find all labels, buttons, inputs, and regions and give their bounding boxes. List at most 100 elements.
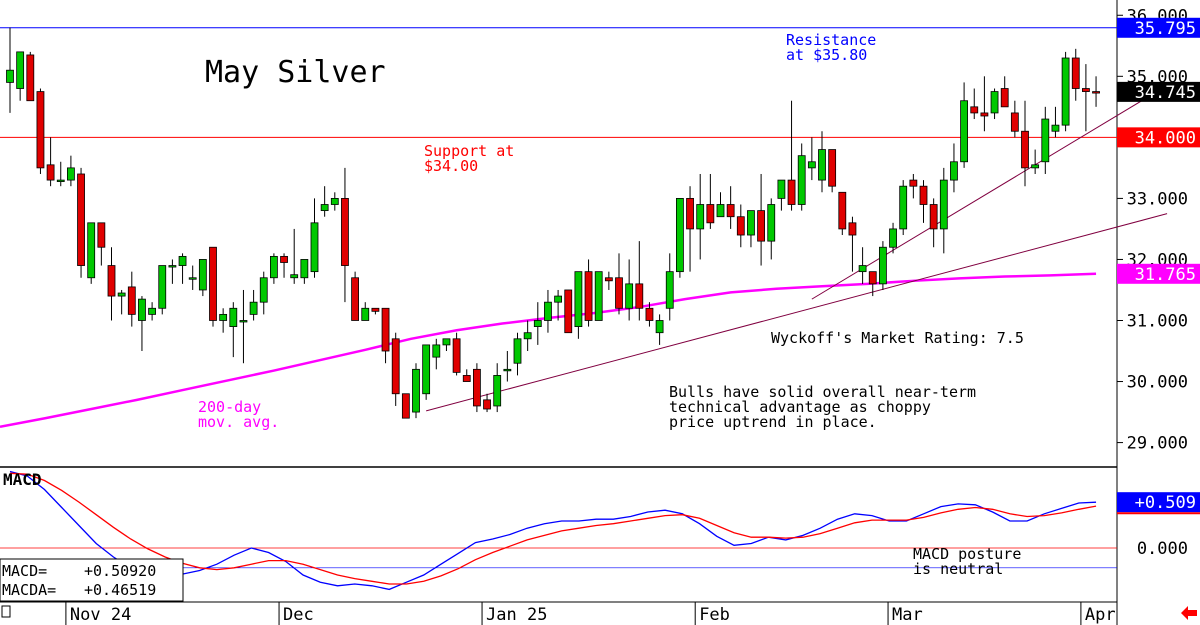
- candle: [472, 363, 481, 413]
- candle-body: [665, 271, 674, 309]
- candle: [635, 241, 644, 321]
- price-label-layer: 35.795 34.745 34.000 31.765: [1117, 17, 1200, 285]
- macd-y-tick-label: 0.000: [1137, 539, 1188, 559]
- candle: [26, 51, 35, 102]
- price-label-box: [1117, 263, 1200, 284]
- candle: [676, 197, 684, 278]
- candle-body: [341, 197, 349, 266]
- candle-body: [899, 185, 908, 230]
- candle: [117, 289, 126, 315]
- candle: [1031, 149, 1040, 174]
- candle-body: [1021, 130, 1029, 169]
- candle: [280, 253, 288, 278]
- candle-body: [97, 222, 106, 248]
- trendline-layer: [426, 85, 1168, 412]
- x-tick-label: Mar: [892, 605, 923, 625]
- candle: [960, 82, 968, 168]
- candle: [87, 222, 96, 284]
- candle: [188, 265, 197, 290]
- candle-body: [107, 265, 116, 297]
- candle-body: [391, 338, 400, 395]
- candle-body: [655, 320, 664, 334]
- x-tick-label: Jan 25: [486, 605, 547, 625]
- candle: [950, 143, 958, 193]
- candle: [838, 191, 847, 236]
- candle-body: [767, 204, 776, 242]
- candle-body: [868, 271, 877, 285]
- candle-body: [219, 313, 228, 321]
- candle-body: [1031, 164, 1040, 169]
- candle: [239, 289, 248, 364]
- macd-y-ticks: 0.000: [1137, 539, 1188, 559]
- candle: [46, 137, 55, 187]
- candle-body: [848, 222, 857, 236]
- candle-body: [87, 222, 96, 279]
- candle-body: [239, 320, 248, 323]
- candle: [127, 271, 136, 327]
- macd-series-macda: [9, 472, 1097, 585]
- candle-body: [625, 283, 634, 309]
- scroll-arrow-icon[interactable]: [1181, 606, 1197, 620]
- candle: [432, 338, 441, 370]
- candle-body: [544, 301, 552, 321]
- candle: [584, 259, 593, 327]
- candle: [371, 307, 380, 315]
- candle: [939, 167, 948, 254]
- candle: [828, 149, 837, 193]
- price-label-text: 31.765: [1135, 265, 1196, 285]
- candle-body: [960, 100, 968, 163]
- price-horizontal-lines: [0, 27, 1117, 138]
- candle: [929, 198, 938, 248]
- candle-body: [310, 222, 319, 273]
- candle-body: [412, 368, 420, 413]
- candle-body: [686, 197, 694, 230]
- candle-body: [604, 277, 613, 282]
- candle: [97, 222, 106, 266]
- macda-readout-label: MACDA=: [2, 581, 56, 599]
- candle-body: [401, 393, 410, 419]
- candle: [757, 173, 765, 266]
- candle-body: [1071, 57, 1080, 89]
- candle: [1061, 51, 1070, 132]
- candle: [523, 320, 532, 352]
- trendline-2: [811, 85, 1168, 300]
- candle-body: [483, 399, 491, 410]
- candle-body: [361, 307, 370, 321]
- price-label-text: 34.745: [1135, 83, 1196, 103]
- candle: [879, 241, 887, 290]
- price-label-text: 35.795: [1135, 19, 1196, 39]
- candle: [158, 265, 167, 315]
- candle: [848, 216, 857, 272]
- candle: [787, 100, 796, 211]
- price-label-box: [1117, 17, 1200, 38]
- candle-body: [432, 344, 441, 358]
- y-tick-label: 33.000: [1127, 189, 1188, 209]
- candle-body: [919, 185, 928, 205]
- candle-body: [726, 204, 735, 218]
- resistance-annotation: Resistance at $35.80: [786, 31, 876, 64]
- moving-average-label: 200-day mov. avg.: [198, 398, 279, 431]
- candle: [391, 332, 400, 406]
- macd-readout-value: +0.50920: [84, 562, 156, 580]
- candle-body: [635, 283, 644, 309]
- candle-body: [16, 51, 25, 89]
- candle-body: [188, 277, 197, 280]
- candle: [1010, 100, 1019, 138]
- candle-body: [706, 204, 715, 224]
- candle: [412, 363, 420, 419]
- candle: [300, 259, 309, 284]
- candle-body: [138, 298, 146, 321]
- candle: [209, 246, 217, 327]
- candle: [1071, 48, 1080, 101]
- candle: [696, 173, 705, 260]
- candle-body: [462, 375, 471, 382]
- candle-body: [249, 301, 258, 315]
- candle-body: [939, 179, 948, 230]
- candle-body: [889, 228, 897, 248]
- candle: [107, 247, 116, 321]
- panel-control-icon[interactable]: [1, 605, 11, 618]
- candle-body: [818, 149, 826, 181]
- candle-body: [777, 179, 786, 199]
- candle-body: [513, 338, 522, 364]
- macd-price-label: +0.509: [1117, 492, 1200, 515]
